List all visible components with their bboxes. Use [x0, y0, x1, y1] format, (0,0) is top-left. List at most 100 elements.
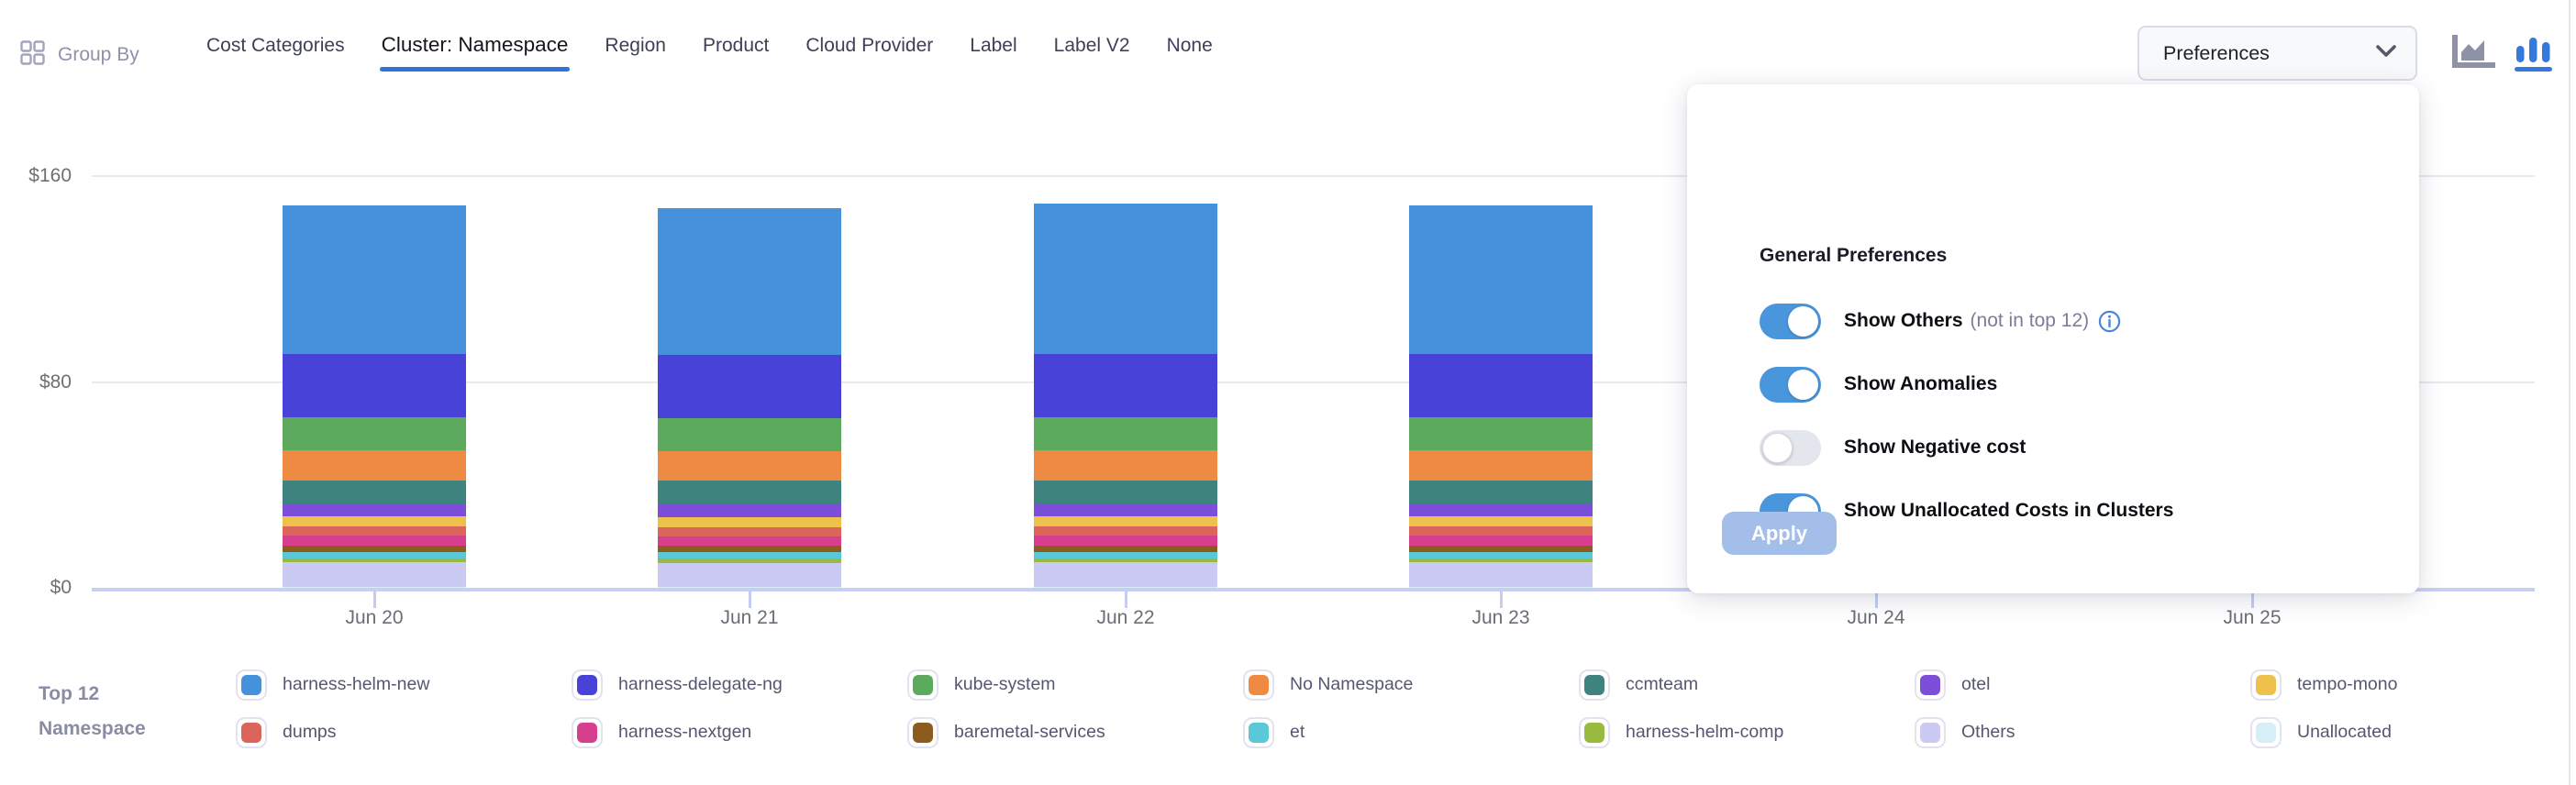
- toggle-label: Show Unallocated Costs in Clusters: [1844, 500, 2174, 521]
- bar-segment-kube-system[interactable]: [283, 417, 466, 451]
- bar-segment-harness-nextgen[interactable]: [1034, 536, 1217, 546]
- legend-item-ccmteam[interactable]: ccmteam: [1579, 669, 1915, 717]
- preference-row-show-negative-cost: Show Negative cost: [1760, 429, 2382, 466]
- preferences-dropdown-button[interactable]: Preferences: [2137, 26, 2417, 81]
- legend-chip: [1915, 669, 1946, 701]
- bar-segment-baremetal-services[interactable]: [1034, 545, 1217, 552]
- legend-swatch: [1920, 723, 1940, 743]
- bar-segment-kube-system[interactable]: [1034, 417, 1217, 451]
- legend-item-harness-nextgen[interactable]: harness-nextgen: [572, 717, 907, 765]
- tab-label-v2[interactable]: Label V2: [1054, 35, 1130, 72]
- bar-segment-harness-helm-comp[interactable]: [658, 558, 841, 563]
- legend-item-label: dumps: [283, 722, 337, 742]
- bar-jun-21[interactable]: [658, 207, 841, 588]
- bar-segment-kube-system[interactable]: [1409, 417, 1593, 451]
- bar-segment-tempo-mono[interactable]: [1409, 516, 1593, 527]
- bar-segment-ccmteam[interactable]: [283, 480, 466, 503]
- legend-item-others[interactable]: Others: [1915, 717, 2250, 765]
- bar-segment-otel[interactable]: [658, 503, 841, 517]
- legend-item-unallocated[interactable]: Unallocated: [2250, 717, 2576, 765]
- bar-segment-unallocated[interactable]: [1034, 587, 1217, 588]
- bar-segment-ccmteam[interactable]: [1409, 480, 1593, 503]
- legend-item-tempo-mono[interactable]: tempo-mono: [2250, 669, 2576, 717]
- bar-segment-et[interactable]: [1034, 551, 1217, 558]
- bar-segment-baremetal-services[interactable]: [1409, 545, 1593, 552]
- bar-segment-dumps[interactable]: [1034, 526, 1217, 536]
- legend-item-et[interactable]: et: [1243, 717, 1579, 765]
- bar-segment-others[interactable]: [658, 562, 841, 588]
- legend-item-dumps[interactable]: dumps: [236, 717, 572, 765]
- bar-segment-baremetal-services[interactable]: [658, 546, 841, 553]
- tab-cost-categories[interactable]: Cost Categories: [206, 35, 345, 72]
- bar-chart-icon[interactable]: [2514, 33, 2554, 76]
- legend-chip: [2250, 669, 2282, 701]
- bar-segment-harness-helm-new[interactable]: [1034, 204, 1217, 354]
- bar-segment-others[interactable]: [1034, 562, 1217, 588]
- bar-segment-otel[interactable]: [1409, 503, 1593, 517]
- bar-segment-et[interactable]: [283, 551, 466, 558]
- bar-segment-dumps[interactable]: [283, 526, 466, 536]
- bar-segment-tempo-mono[interactable]: [1034, 516, 1217, 527]
- bar-segment-harness-helm-comp[interactable]: [283, 558, 466, 563]
- bar-segment-no-namespace[interactable]: [658, 450, 841, 481]
- bar-segment-unallocated[interactable]: [283, 587, 466, 588]
- tab-product[interactable]: Product: [703, 35, 769, 72]
- legend-item-harness-delegate-ng[interactable]: harness-delegate-ng: [572, 669, 907, 717]
- tab-region[interactable]: Region: [605, 35, 666, 72]
- bar-jun-20[interactable]: [283, 205, 466, 588]
- bar-segment-ccmteam[interactable]: [658, 481, 841, 503]
- info-icon[interactable]: [2098, 310, 2121, 333]
- bar-segment-harness-helm-comp[interactable]: [1409, 558, 1593, 563]
- bar-segment-et[interactable]: [1409, 551, 1593, 558]
- tab-label[interactable]: Label: [970, 35, 1016, 72]
- toggle-show-anomalies[interactable]: [1760, 366, 1821, 403]
- bar-segment-harness-nextgen[interactable]: [283, 536, 466, 546]
- x-axis-tick-jun-23: [1500, 592, 1503, 608]
- legend-item-no-namespace[interactable]: No Namespace: [1243, 669, 1579, 717]
- bar-segment-tempo-mono[interactable]: [658, 516, 841, 527]
- bar-segment-dumps[interactable]: [658, 526, 841, 536]
- legend-title-line-2: Namespace: [39, 718, 146, 739]
- bar-segment-dumps[interactable]: [1409, 526, 1593, 536]
- legend-item-kube-system[interactable]: kube-system: [907, 669, 1243, 717]
- tab-none[interactable]: None: [1167, 35, 1213, 72]
- tab-cluster-namespace[interactable]: Cluster: Namespace: [379, 33, 571, 72]
- bar-segment-harness-helm-new[interactable]: [1409, 205, 1593, 355]
- bar-segment-et[interactable]: [658, 552, 841, 559]
- bar-segment-ccmteam[interactable]: [1034, 480, 1217, 503]
- bar-segment-others[interactable]: [1409, 562, 1593, 588]
- bar-jun-23[interactable]: [1409, 205, 1593, 588]
- bar-segment-tempo-mono[interactable]: [283, 516, 466, 527]
- legend-item-baremetal-services[interactable]: baremetal-services: [907, 717, 1243, 765]
- bar-segment-harness-helm-new[interactable]: [658, 207, 841, 355]
- bar-segment-otel[interactable]: [1034, 503, 1217, 517]
- bar-segment-harness-nextgen[interactable]: [658, 536, 841, 547]
- bar-segment-baremetal-services[interactable]: [283, 545, 466, 552]
- area-chart-icon[interactable]: [2451, 34, 2496, 76]
- bar-segment-harness-nextgen[interactable]: [1409, 536, 1593, 546]
- toggle-show-others[interactable]: [1760, 303, 1821, 339]
- bar-segment-unallocated[interactable]: [1409, 587, 1593, 588]
- bar-segment-no-namespace[interactable]: [1034, 450, 1217, 481]
- legend-item-otel[interactable]: otel: [1915, 669, 2250, 717]
- bar-segment-otel[interactable]: [283, 503, 466, 517]
- apply-button[interactable]: Apply: [1722, 512, 1837, 555]
- bar-jun-22[interactable]: [1034, 204, 1217, 588]
- tab-cloud-provider[interactable]: Cloud Provider: [805, 35, 933, 72]
- bar-segment-harness-delegate-ng[interactable]: [1409, 354, 1593, 418]
- toggle-show-negative-cost[interactable]: [1760, 429, 1821, 466]
- legend-item-harness-helm-new[interactable]: harness-helm-new: [236, 669, 572, 717]
- bar-segment-harness-helm-new[interactable]: [283, 205, 466, 355]
- legend-chip: [1915, 717, 1946, 748]
- bar-segment-harness-delegate-ng[interactable]: [1034, 353, 1217, 418]
- bar-segment-no-namespace[interactable]: [1409, 450, 1593, 481]
- legend-chip: [1243, 717, 1274, 748]
- bar-segment-kube-system[interactable]: [658, 417, 841, 451]
- bar-segment-harness-delegate-ng[interactable]: [658, 354, 841, 418]
- legend-item-harness-helm-comp[interactable]: harness-helm-comp: [1579, 717, 1915, 765]
- bar-segment-others[interactable]: [283, 562, 466, 588]
- bar-segment-unallocated[interactable]: [658, 587, 841, 588]
- bar-segment-harness-helm-comp[interactable]: [1034, 558, 1217, 563]
- bar-segment-harness-delegate-ng[interactable]: [283, 354, 466, 418]
- bar-segment-no-namespace[interactable]: [283, 450, 466, 481]
